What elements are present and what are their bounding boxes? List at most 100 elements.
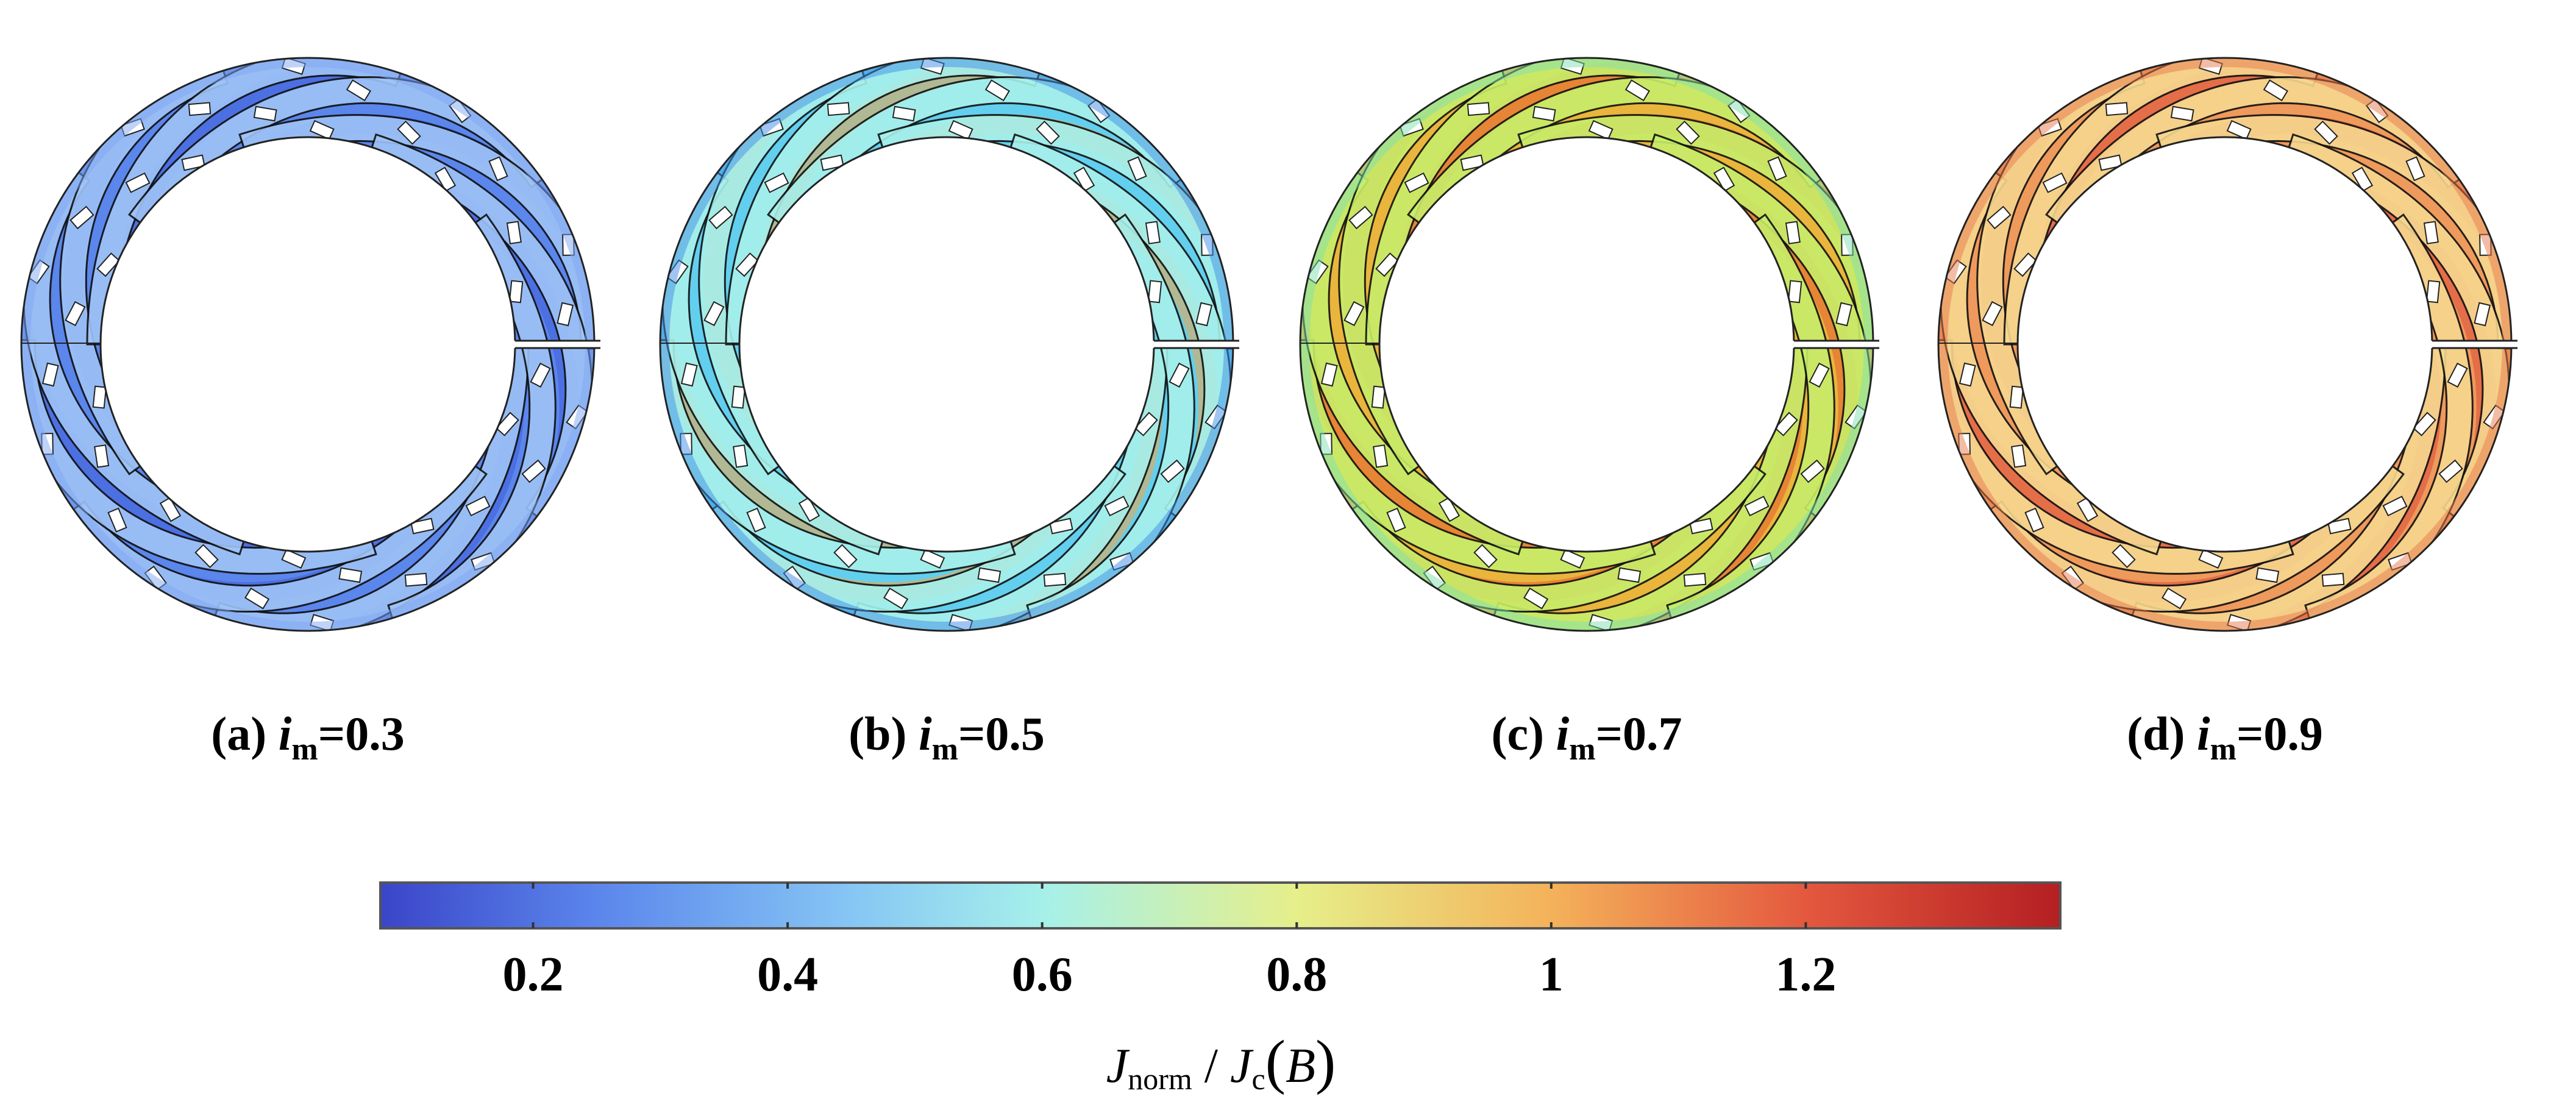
ring-gap [1987,205,2012,230]
ring-gap [92,385,107,409]
ring-gap [1195,302,1213,327]
ring-gap [434,166,457,192]
ring-gap [2011,444,2027,468]
ring-gap [2438,459,2463,483]
ring-inner-edge [1378,136,1795,553]
ring-gap [1982,300,2003,327]
colorbar-tick-label: 0.6 [1012,948,1073,1001]
ring-gap [735,252,760,277]
ring-gap [181,154,205,171]
ring-inner-edge [738,136,1155,553]
colorbar-tick-label: 1 [1539,948,1564,1001]
ring-gap [2024,507,2044,533]
ring-gap [253,105,277,122]
ring-gap [1134,411,1158,436]
ring-gap [2105,102,2129,116]
ring-gap [2447,362,2468,388]
ring-gap [1560,549,1585,569]
ring-gap [2425,280,2441,304]
ring-gap [404,572,428,587]
ring-gap [508,280,524,304]
ring-gap [2412,411,2436,436]
ring-gap [281,549,307,569]
ring-gap [65,300,86,327]
ring-gap [2042,172,2068,193]
ring-gap [1348,205,1373,230]
ring-gap [125,172,151,193]
ring-gap [1959,362,1976,387]
ring-gap [2170,105,2194,122]
ring-slit [2426,341,2524,348]
ring-gap [2076,497,2099,522]
ring-gap [397,120,421,145]
ring-gap [2382,496,2408,517]
ring-gap [1713,166,1735,192]
ring-gap [1624,79,1650,102]
colorbar-tick-label: 0.4 [757,948,818,1001]
ring-gap [1676,120,1700,145]
ring-gap [69,205,94,230]
panel-label-c: (c) im=0.7 [1491,707,1682,767]
ring-gap [495,411,519,436]
ring-gap [1689,517,1713,535]
ring-gap [557,302,574,327]
ring-gap [41,362,59,387]
ring-gap [1617,567,1642,583]
ring-gap [2263,79,2288,102]
ring-gap [1127,156,1147,182]
ring-gap [1375,252,1400,277]
ring-gap [680,362,698,387]
panel-label-b: (b) im=0.5 [849,707,1045,767]
panel-label-a: (a) im=0.3 [211,707,404,767]
ring-gap [977,567,1002,583]
ring-gap [410,517,435,535]
colorbar-tick-label: 1.2 [1775,948,1836,1001]
ring-plot-c [1299,57,1885,632]
colorbar-ticks: 0.2 0.4 0.6 0.8 1 1.2 [503,883,1836,1001]
ring-gap [465,496,491,517]
ring-gap [1588,119,1614,140]
ring-gap [833,544,858,569]
ring-gap [2013,252,2038,277]
ring-gap [96,252,121,277]
ring-gap [827,102,850,116]
ring-gap [1160,459,1185,483]
ring-gap [948,119,973,140]
ring-gap [1800,459,1825,483]
ring-gap [733,444,749,468]
ring-gap [1467,102,1490,116]
ring-gap [1785,221,1801,244]
ring-gap [1835,302,1853,327]
colorbar-tick-label: 0.8 [1266,948,1327,1001]
ring-gap [94,444,110,468]
ring-gap [2098,154,2122,171]
ring-gap [1043,572,1067,587]
ring-gap [2405,156,2425,182]
ring-gap [892,105,916,122]
ring-gap [1036,120,1060,145]
ring-slit [1148,341,1245,348]
ring-gap [1049,517,1073,535]
ring-gap [1460,154,1484,171]
colorbar-gradient [379,881,2062,930]
ring-gap [2321,572,2345,587]
ring-gap [521,459,546,483]
ring-gap [506,221,522,244]
ring-gap [188,102,212,116]
ring-gap [1373,444,1389,468]
ring-gap [1343,300,1365,327]
ring-inner-edge [99,136,516,553]
ring-gap [1320,362,1338,387]
ring-gap [1386,507,1406,533]
ring-slit [509,341,607,348]
colorbar: 0.2 0.4 0.6 0.8 1 1.2 [379,881,2062,1001]
ring-gap [883,587,909,610]
ring-gap [2327,517,2352,535]
ring-gap [984,79,1010,102]
ring-gap [731,385,746,409]
ring-gap [244,587,270,610]
ring-gap [920,549,945,569]
ring-gap [1767,156,1787,182]
ring-gap [1404,172,1429,193]
ring-gap [2351,166,2374,192]
